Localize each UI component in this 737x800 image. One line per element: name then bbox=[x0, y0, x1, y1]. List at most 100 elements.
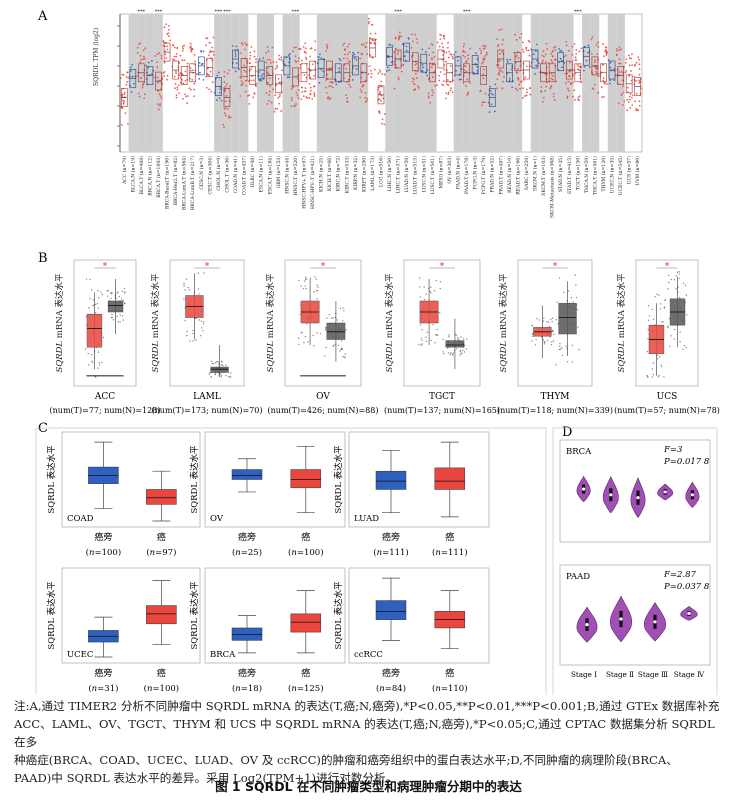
panel-a-point bbox=[342, 44, 345, 46]
panel-b-point bbox=[340, 347, 343, 349]
panel-b-point bbox=[89, 297, 91, 300]
panel-a-point bbox=[253, 55, 256, 58]
panel-a-group bbox=[239, 42, 249, 97]
panel-b-point bbox=[561, 354, 564, 357]
panel-a-point bbox=[622, 91, 625, 94]
panel-c-n-label: (n=31) bbox=[88, 683, 118, 694]
panel-a-point bbox=[582, 69, 585, 72]
panel-a-point bbox=[173, 75, 176, 78]
panel-a-x-tick-label: SKCM.N (n=1) bbox=[532, 156, 539, 191]
panel-c-n-close: ) bbox=[403, 683, 406, 694]
panel-c-cancer-label: COAD bbox=[67, 514, 94, 524]
panel-a-shade bbox=[239, 14, 249, 152]
panel-b-point bbox=[647, 376, 649, 378]
panel-b-point bbox=[91, 289, 93, 291]
panel-a-point bbox=[482, 72, 485, 75]
panel-a-point bbox=[607, 59, 610, 61]
panel-a-point bbox=[568, 75, 571, 78]
panel-a-group bbox=[582, 44, 591, 72]
panel-b-point bbox=[120, 298, 123, 300]
panel-b-point bbox=[462, 349, 464, 351]
panel-a-point bbox=[338, 70, 341, 73]
panel-a-point bbox=[205, 44, 207, 47]
panel-a-point bbox=[488, 111, 491, 114]
panel-a-point bbox=[578, 50, 581, 53]
panel-a-x-tick-label: BRCA-LumA.T (n=564) bbox=[181, 156, 188, 210]
panel-b-point bbox=[187, 286, 189, 289]
panel-a-point bbox=[397, 50, 400, 53]
panel-b-point bbox=[220, 376, 222, 378]
panel-a-x-tick-label: LAML (n=173) bbox=[369, 156, 376, 191]
panel-a-point bbox=[541, 61, 544, 64]
panel-b-point bbox=[192, 329, 194, 332]
panel-a-point bbox=[626, 86, 629, 89]
panel-c-n-value: 18 bbox=[248, 684, 259, 694]
panel-b-point bbox=[426, 331, 428, 334]
panel-a-point bbox=[464, 65, 466, 67]
panel-b-point bbox=[198, 293, 200, 295]
panel-a-point bbox=[120, 124, 123, 126]
panel-b-point bbox=[670, 335, 672, 337]
panel-a-group bbox=[573, 42, 583, 102]
panel-a-point bbox=[338, 67, 341, 70]
panel-b-point bbox=[647, 338, 649, 340]
panel-a-group bbox=[487, 83, 497, 114]
panel-a-x-tick-label: KIRC.N (n=72) bbox=[335, 156, 342, 191]
panel-a-point bbox=[247, 80, 250, 82]
panel-a-point bbox=[328, 85, 330, 88]
panel-b-point bbox=[100, 291, 102, 293]
panel-a-x-tick-label: BRCA-Basal.T (n=190) bbox=[164, 156, 171, 209]
panel-a-point bbox=[431, 63, 434, 66]
panel-b-point bbox=[571, 361, 574, 363]
panel-b-point bbox=[462, 338, 465, 340]
panel-a-group bbox=[128, 63, 137, 93]
panel-a-point bbox=[626, 98, 629, 101]
panel-b-point bbox=[658, 375, 660, 377]
panel-a-point bbox=[626, 109, 628, 112]
panel-a-point bbox=[635, 92, 638, 95]
panel-a-point bbox=[369, 54, 372, 56]
panel-a-point bbox=[428, 47, 430, 50]
panel-b-point bbox=[682, 348, 684, 351]
panel-b-point bbox=[121, 315, 124, 317]
panel-a-point bbox=[131, 63, 134, 66]
panel-a-point bbox=[181, 49, 184, 52]
panel-a-point bbox=[597, 41, 599, 44]
panel-b-point bbox=[183, 285, 185, 287]
panel-a-shade bbox=[487, 14, 497, 152]
panel-b-point bbox=[546, 339, 549, 342]
panel-a-point bbox=[281, 69, 283, 72]
panel-a-shade bbox=[385, 14, 394, 152]
panel-a-shade bbox=[582, 14, 591, 152]
panel-b-point bbox=[110, 293, 113, 295]
panel-a-point bbox=[516, 71, 518, 74]
panel-a-significance: *** bbox=[574, 9, 582, 15]
panel-a-point bbox=[200, 50, 203, 53]
panel-a-x-tick-label: SKCM.T (n=103) bbox=[540, 156, 547, 196]
panel-b-point bbox=[208, 372, 211, 374]
panel-a-point bbox=[603, 55, 605, 58]
panel-b-plot-tgct: SQRDL mRNA 表达水平*TGCT(num(T)=137; num(N)=… bbox=[384, 259, 500, 415]
panel-a-point bbox=[438, 45, 441, 48]
panel-a-group bbox=[290, 46, 300, 108]
panel-a-point bbox=[638, 73, 641, 76]
panel-b-y-label-text: mRNA 表达水平 bbox=[384, 273, 395, 341]
panel-b-point bbox=[220, 374, 222, 376]
panel-a-x-tick-label: ACC (n=79) bbox=[121, 156, 128, 185]
panel-a-shade bbox=[530, 14, 540, 152]
panel-b-point bbox=[578, 348, 580, 351]
panel-a-point bbox=[272, 60, 275, 63]
panel-a-point bbox=[481, 104, 483, 107]
panel-c-n-eq: = bbox=[97, 684, 104, 694]
panel-b-point bbox=[325, 328, 327, 330]
panel-b-point bbox=[656, 293, 658, 296]
panel-b-normal-group bbox=[208, 345, 232, 378]
panel-a-x-tick-label: THCA.N (n=59) bbox=[583, 156, 590, 193]
panel-b-point bbox=[341, 320, 344, 322]
panel-a-point bbox=[609, 61, 612, 64]
panel-d-stage-label: Stage Ⅲ bbox=[638, 670, 668, 679]
panel-a-point bbox=[234, 55, 237, 58]
panel-a-point bbox=[314, 40, 317, 43]
panel-a-point bbox=[198, 61, 201, 64]
panel-a-point bbox=[352, 51, 354, 54]
